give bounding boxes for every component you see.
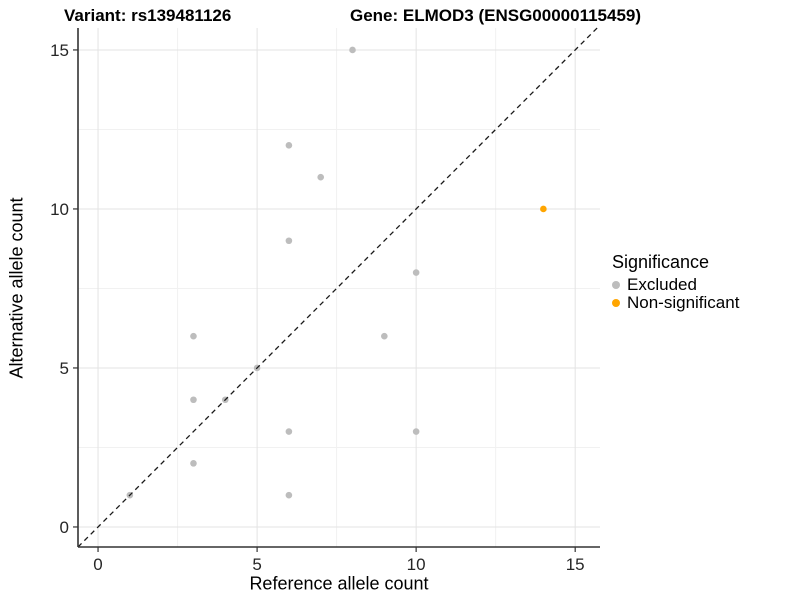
legend-item-excluded: Excluded: [612, 275, 739, 294]
x-tick-label: 15: [566, 555, 585, 574]
non-significant-swatch-icon: [612, 299, 620, 307]
variant-title: Variant: rs139481126: [64, 6, 232, 25]
data-point-excluded: [190, 332, 197, 340]
data-point-excluded: [412, 269, 420, 276]
gene-title: Gene: ELMOD3 (ENSG00000115459): [350, 6, 642, 25]
legend-item-non-significant: Non-significant: [612, 293, 740, 312]
legend-title: Significance: [612, 252, 710, 272]
data-point-excluded: [317, 173, 325, 181]
legend-item-label: Excluded: [627, 275, 697, 294]
x-axis-title: Reference allele count: [249, 573, 429, 594]
data-point-excluded: [349, 46, 356, 54]
excluded-swatch-icon: [612, 281, 620, 289]
legend: Significance Excluded Non-significant: [612, 252, 739, 312]
data-point-excluded: [285, 142, 293, 149]
identity-line: [77, 27, 598, 548]
y-tick-label: 10: [50, 200, 69, 219]
legend-item-label: Non-significant: [627, 293, 740, 312]
data-point-excluded: [285, 237, 293, 245]
x-tick-label: 10: [407, 555, 426, 574]
y-tick-label: 5: [60, 359, 69, 378]
data-point-excluded: [381, 332, 388, 340]
y-axis-title: Alternative allele count: [6, 197, 27, 379]
data-point-non-significant: [540, 205, 547, 213]
data-point-excluded: [190, 460, 197, 467]
data-point-excluded: [412, 428, 420, 435]
data-point-excluded: [285, 491, 293, 499]
data-point-excluded: [190, 396, 197, 404]
x-tick-label: 0: [93, 555, 102, 574]
y-tick-label: 15: [50, 41, 69, 60]
x-tick-label: 5: [252, 555, 261, 574]
data-point-excluded: [285, 428, 293, 435]
y-tick-label: 0: [60, 518, 69, 537]
